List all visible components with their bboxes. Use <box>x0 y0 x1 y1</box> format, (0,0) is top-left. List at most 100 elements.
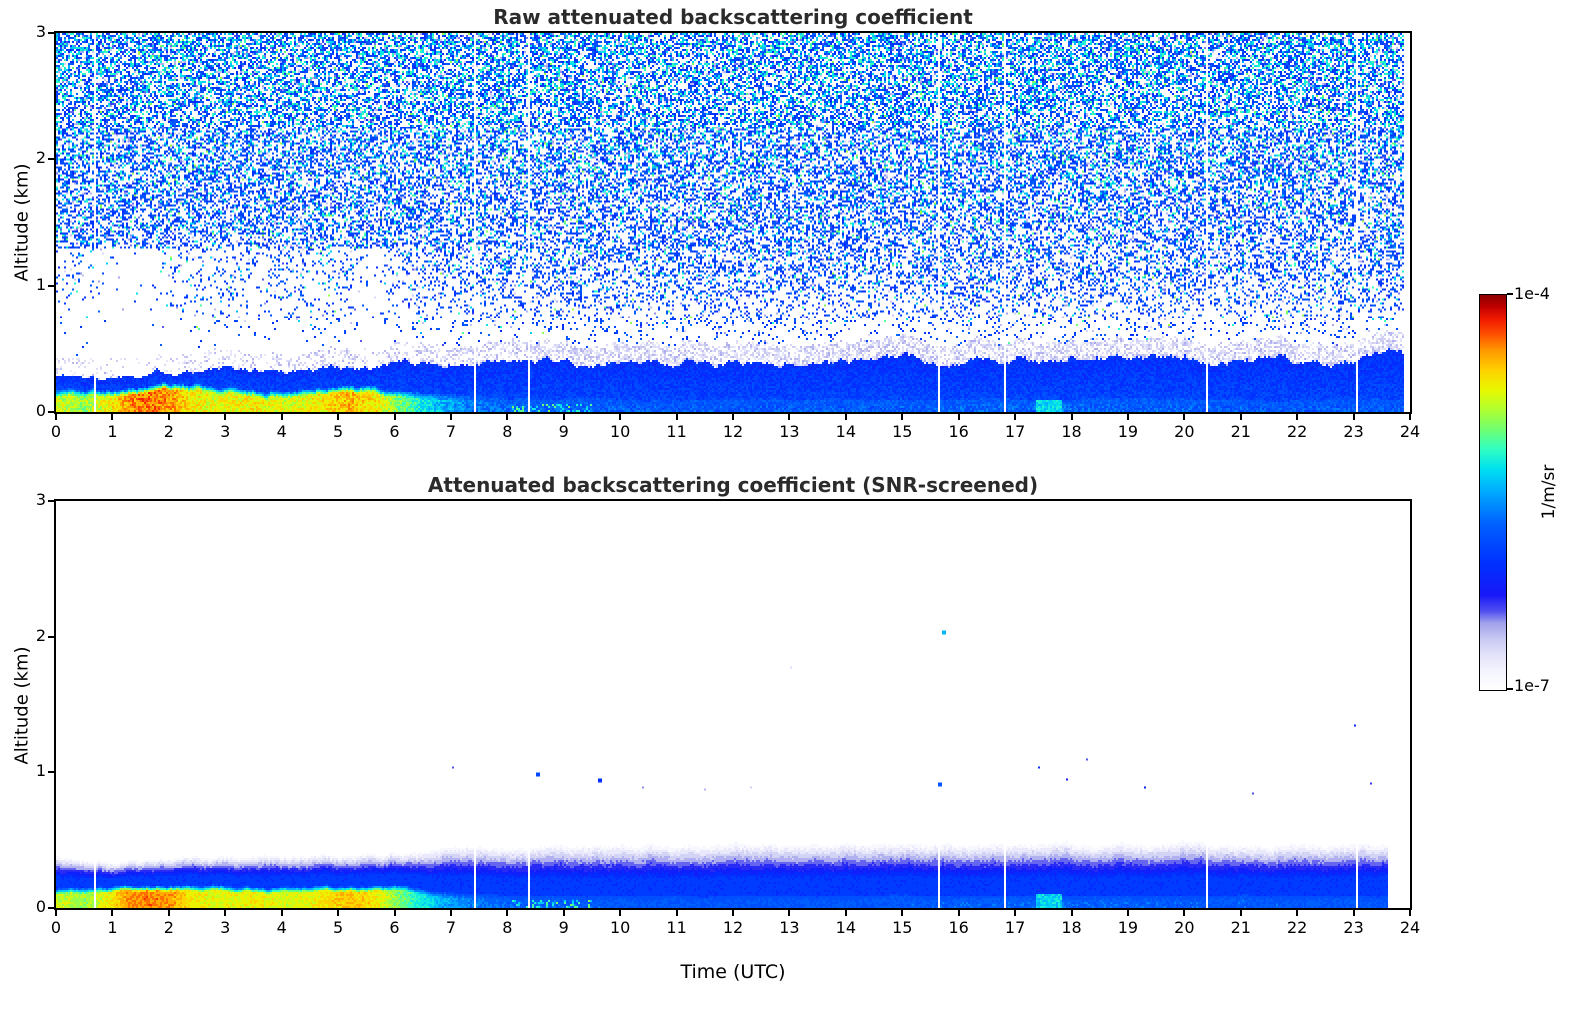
x-tick-label: 12 <box>722 422 744 441</box>
x-tick-label: 11 <box>666 422 687 441</box>
x-tick-mark <box>1070 910 1073 916</box>
x-tick-mark <box>675 414 678 420</box>
x-tick-mark <box>280 910 283 916</box>
top-y-axis-label: Altitude (km) <box>11 163 33 282</box>
x-tick-label: 8 <box>502 422 513 441</box>
x-tick-label: 0 <box>50 422 62 441</box>
x-tick-label: 15 <box>892 918 913 937</box>
x-tick-mark <box>675 910 678 916</box>
x-tick-mark <box>337 414 340 420</box>
x-tick-mark <box>1352 910 1355 916</box>
x-tick-label: 2 <box>163 422 174 441</box>
x-tick-mark <box>1183 910 1186 916</box>
x-tick-mark <box>732 910 734 916</box>
y-tick-label: 3 <box>35 490 46 509</box>
y-tick-mark <box>48 771 54 774</box>
x-tick-mark <box>55 414 57 420</box>
x-tick-mark <box>901 414 904 420</box>
x-tick-mark <box>788 414 791 420</box>
screened-backscatter-heatmap <box>56 501 1410 908</box>
colorbar-tick <box>1507 688 1513 690</box>
y-tick-mark <box>48 32 54 34</box>
x-tick-mark <box>1183 414 1186 420</box>
y-tick-mark <box>48 907 54 909</box>
bottom-panel-title: Attenuated backscattering coefficient (S… <box>427 473 1039 497</box>
x-tick-label: 10 <box>609 918 631 937</box>
x-tick-label: 21 <box>1230 422 1251 441</box>
y-tick-label: 2 <box>35 148 46 168</box>
x-tick-mark <box>1014 910 1017 916</box>
colorbar-gradient <box>1480 295 1506 690</box>
x-tick-mark <box>1070 414 1073 420</box>
y-tick-label: 0 <box>35 897 46 916</box>
x-tick-label: 14 <box>835 422 857 441</box>
x-tick-mark <box>506 910 509 916</box>
colorbar-tick <box>1507 293 1513 295</box>
x-tick-label: 19 <box>1117 918 1139 937</box>
x-tick-mark <box>393 910 396 916</box>
y-tick-label: 1 <box>35 274 46 294</box>
x-tick-label: 23 <box>1343 422 1364 441</box>
x-tick-label: 16 <box>948 422 969 441</box>
x-tick-label: 5 <box>332 918 344 937</box>
x-tick-label: 4 <box>276 422 287 441</box>
colorbar-unit-label: 1/m/sr <box>1539 464 1559 520</box>
x-tick-label: 24 <box>1399 918 1421 937</box>
x-tick-mark <box>506 414 509 420</box>
x-tick-label: 6 <box>389 422 400 441</box>
x-tick-mark <box>619 414 622 420</box>
x-tick-label: 17 <box>1004 918 1026 937</box>
x-tick-mark <box>1409 910 1411 916</box>
x-tick-mark <box>562 414 565 420</box>
x-tick-label: 17 <box>1004 422 1026 441</box>
x-tick-mark <box>167 910 170 916</box>
x-tick-mark <box>337 910 340 916</box>
x-tick-mark <box>55 910 57 916</box>
x-tick-label: 11 <box>666 918 687 937</box>
x-tick-mark <box>1239 414 1242 420</box>
x-tick-label: 3 <box>220 422 231 441</box>
x-tick-label: 13 <box>779 918 800 937</box>
x-tick-mark <box>788 910 791 916</box>
x-tick-mark <box>1296 414 1299 420</box>
x-tick-mark <box>1126 414 1129 420</box>
x-tick-label: 4 <box>276 918 287 937</box>
x-tick-label: 18 <box>1061 422 1082 441</box>
x-tick-label: 22 <box>1286 422 1308 441</box>
x-tick-label: 0 <box>50 918 62 937</box>
x-tick-mark <box>562 910 565 916</box>
x-tick-label: 16 <box>948 918 969 937</box>
x-tick-label: 7 <box>445 918 456 937</box>
x-tick-mark <box>1126 910 1129 916</box>
bottom-plot-area <box>54 499 1412 910</box>
x-tick-mark <box>449 414 452 420</box>
x-tick-label: 5 <box>332 422 344 441</box>
x-tick-label: 18 <box>1061 918 1082 937</box>
x-tick-label: 13 <box>779 422 800 441</box>
x-tick-label: 1 <box>107 918 118 937</box>
x-tick-mark <box>280 414 283 420</box>
x-tick-mark <box>957 910 960 916</box>
colorbar-max-label: 1e-4 <box>1514 284 1550 303</box>
y-tick-label: 2 <box>35 625 46 645</box>
x-tick-mark <box>1409 414 1411 420</box>
x-tick-label: 19 <box>1117 422 1139 441</box>
x-tick-mark <box>393 414 396 420</box>
x-tick-label: 15 <box>892 422 913 441</box>
x-tick-label: 24 <box>1399 422 1421 441</box>
x-tick-mark <box>957 414 960 420</box>
y-tick-label: 3 <box>35 22 46 41</box>
x-tick-label: 22 <box>1286 918 1308 937</box>
x-tick-label: 23 <box>1343 918 1364 937</box>
x-tick-label: 7 <box>445 422 456 441</box>
raw-backscatter-heatmap <box>56 33 1410 412</box>
x-tick-label: 21 <box>1230 918 1251 937</box>
x-tick-label: 14 <box>835 918 857 937</box>
y-tick-mark <box>48 411 54 413</box>
x-tick-label: 12 <box>722 918 744 937</box>
y-tick-label: 0 <box>35 401 46 420</box>
x-tick-mark <box>224 414 227 420</box>
x-axis-label: Time (UTC) <box>680 961 786 983</box>
y-tick-mark <box>48 158 54 161</box>
x-tick-mark <box>1352 414 1355 420</box>
